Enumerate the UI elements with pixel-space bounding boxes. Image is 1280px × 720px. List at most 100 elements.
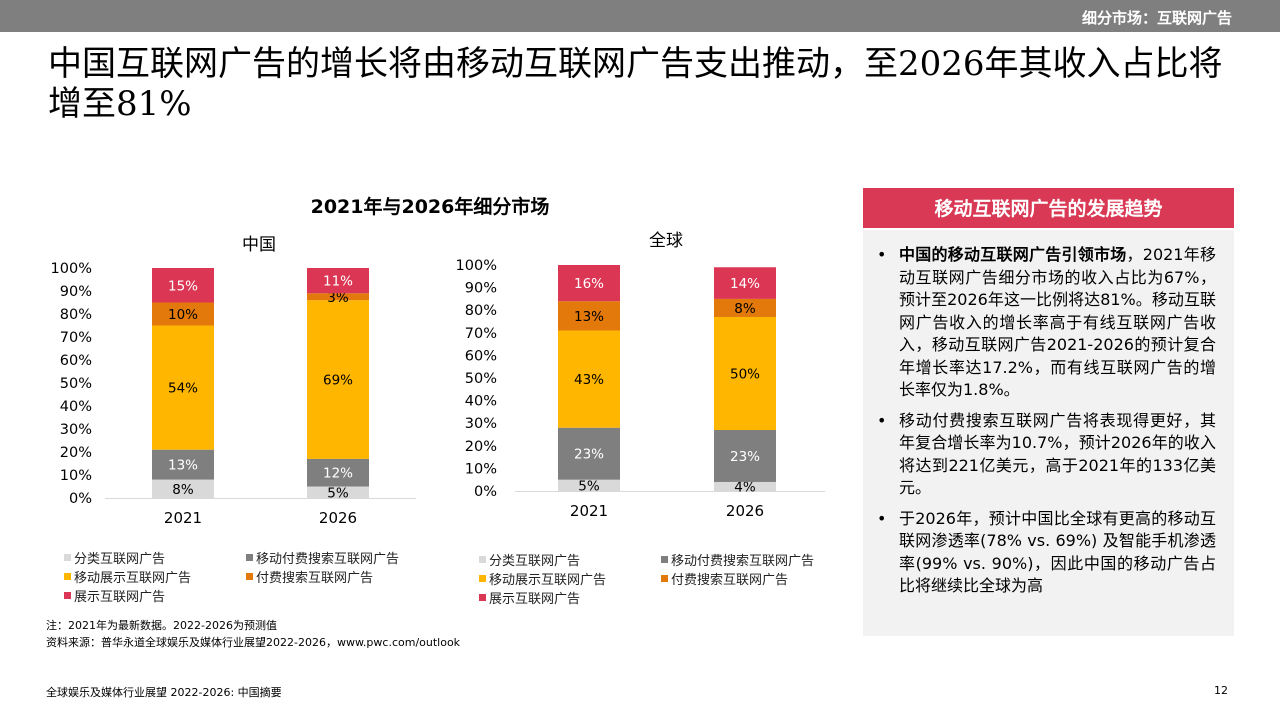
china-bar-segment bbox=[307, 293, 369, 301]
china-y-tick-label: 20% bbox=[60, 445, 92, 461]
global-x-tick-label: 2026 bbox=[726, 502, 764, 520]
global-data-label: 4% bbox=[734, 479, 756, 495]
china-y-tick-label: 40% bbox=[60, 399, 92, 415]
global-y-tick-label: 80% bbox=[465, 303, 497, 319]
global-y-tick-label: 0% bbox=[474, 484, 497, 500]
global-data-label: 43% bbox=[574, 372, 604, 388]
global-bar-segment bbox=[558, 265, 620, 302]
china-y-tick-label: 70% bbox=[60, 330, 92, 346]
global-y-tick-label: 10% bbox=[465, 461, 497, 477]
legend-label: 分类互联网广告 bbox=[489, 554, 581, 569]
legend-item: 付费搜索互联网广告 bbox=[661, 569, 788, 588]
legend-swatch bbox=[479, 556, 486, 563]
global-data-label: 23% bbox=[730, 449, 760, 465]
bullet-emphasis: 中国的移动互联网广告引领市场 bbox=[899, 245, 1127, 264]
china-y-tick-label: 90% bbox=[60, 284, 92, 300]
legend-swatch bbox=[661, 575, 668, 582]
global-y-tick-label: 90% bbox=[465, 281, 497, 297]
global-y-tick-label: 60% bbox=[465, 348, 497, 364]
legend-label: 展示互联网广告 bbox=[489, 592, 581, 607]
trend-bullet: • 于2026年，预计中国比全球有更高的移动互联网渗透率(78% vs. 69%)… bbox=[875, 508, 1216, 598]
china-data-label: 5% bbox=[327, 485, 349, 501]
china-y-tick-label: 0% bbox=[69, 491, 92, 507]
legend-item: 移动付费搜索互联网广告 bbox=[661, 550, 814, 569]
legend-item: 分类互联网广告 bbox=[479, 550, 580, 569]
source-text: 资料来源：普华永道全球娱乐及媒体行业展望2022-2026，www.pwc.co… bbox=[46, 636, 461, 649]
legend-swatch bbox=[64, 592, 71, 599]
legend-label: 付费搜索互联网广告 bbox=[256, 571, 374, 586]
legend-label: 移动付费搜索互联网广告 bbox=[256, 552, 400, 567]
trend-bullet: • 中国的移动互联网广告引领市场，2021年移动互联网广告细分市场的收入占比为67… bbox=[875, 244, 1216, 402]
legend-swatch bbox=[661, 556, 668, 563]
china-bar-segment bbox=[152, 302, 214, 326]
legend-item: 付费搜索互联网广告 bbox=[246, 567, 373, 586]
china-data-label: 11% bbox=[323, 274, 353, 290]
global-bar-segment bbox=[558, 427, 620, 480]
china-bar-segment bbox=[152, 268, 214, 303]
china-chart-title: 中国 bbox=[242, 235, 276, 255]
global-bar-segment bbox=[714, 481, 776, 491]
china-data-label: 15% bbox=[168, 278, 198, 294]
china-x-tick-label: 2026 bbox=[319, 509, 357, 527]
bullet-dot: • bbox=[877, 508, 887, 528]
global-data-label: 5% bbox=[578, 478, 600, 494]
legend-item: 移动展示互联网广告 bbox=[64, 567, 191, 586]
global-y-tick-label: 50% bbox=[465, 371, 497, 387]
china-y-tick-label: 50% bbox=[60, 376, 92, 392]
global-bar-segment bbox=[714, 267, 776, 299]
global-chart-title: 全球 bbox=[649, 231, 683, 251]
china-data-label: 8% bbox=[172, 482, 194, 498]
china-y-tick-label: 60% bbox=[60, 353, 92, 369]
global-bar-segment bbox=[558, 330, 620, 428]
stacked-bar-charts: 中国 0% 10% 20% 30% 40% 50% 60% 70% 80% 90% 100% 8% 13%… bbox=[51, 231, 825, 527]
global-bar-segment bbox=[714, 298, 776, 317]
bullet-text: 移动付费搜索互联网广告将表现得更好，其年复合增长率为10.7%，预计2026年的… bbox=[899, 410, 1216, 498]
global-y-tick-label: 30% bbox=[465, 416, 497, 432]
legend-item: 展示互联网广告 bbox=[479, 588, 580, 607]
global-data-label: 50% bbox=[730, 366, 760, 382]
legend-swatch bbox=[479, 594, 486, 601]
page-number: 12 bbox=[1214, 684, 1228, 697]
top-bar: 细分市场：互联网广告 bbox=[0, 0, 1280, 32]
bullet-list: • 中国的移动互联网广告引领市场，2021年移动互联网广告细分市场的收入占比为67… bbox=[875, 244, 1216, 598]
china-bar-segment bbox=[307, 458, 369, 487]
legend-item: 移动付费搜索互联网广告 bbox=[246, 548, 399, 567]
footer-title: 全球娱乐及媒体行业展望 2022-2026: 中国摘要 bbox=[46, 686, 282, 699]
china-y-tick-label: 30% bbox=[60, 422, 92, 438]
trend-bullet: • 移动付费搜索互联网广告将表现得更好，其年复合增长率为10.7%，预计2026年… bbox=[875, 410, 1216, 500]
china-bar-segment bbox=[307, 268, 369, 294]
legend-label: 分类互联网广告 bbox=[74, 552, 166, 567]
china-data-label: 12% bbox=[323, 466, 353, 482]
china-y-tick-label: 100% bbox=[51, 261, 92, 277]
global-y-tick-label: 20% bbox=[465, 439, 497, 455]
legend-item: 移动展示互联网广告 bbox=[479, 569, 606, 588]
china-bar-segment bbox=[152, 449, 214, 480]
china-data-label: 3% bbox=[327, 290, 349, 306]
legend-label: 移动展示互联网广告 bbox=[74, 571, 192, 586]
bullet-text: 于2026年，预计中国比全球有更高的移动互联网渗透率(78% vs. 69%) … bbox=[899, 508, 1216, 596]
chart-title: 2021年与2026年细分市场 bbox=[310, 196, 550, 218]
legend-label: 移动展示互联网广告 bbox=[489, 573, 607, 588]
china-bar-segment bbox=[152, 325, 214, 450]
global-y-tick-label: 70% bbox=[465, 326, 497, 342]
bullet-text: ，2021年移动互联网广告细分市场的收入占比为67%，预计至2026年这一比例将… bbox=[899, 245, 1216, 399]
legend-swatch bbox=[479, 575, 486, 582]
global-bar-segment bbox=[714, 316, 776, 430]
china-y-tick-label: 10% bbox=[60, 468, 92, 484]
global-data-label: 14% bbox=[730, 276, 760, 292]
bullet-dot: • bbox=[877, 245, 887, 264]
china-bar-segment bbox=[152, 479, 214, 498]
legend-china: 分类互联网广告 移动付费搜索互联网广告移动展示互联网广告 付费搜索互联网广告展示互联… bbox=[64, 540, 444, 605]
china-data-label: 10% bbox=[168, 307, 198, 323]
legend-item: 展示互联网广告 bbox=[64, 586, 165, 605]
legend-swatch bbox=[246, 554, 253, 561]
legend-item: 分类互联网广告 bbox=[64, 548, 165, 567]
global-bar-segment bbox=[558, 479, 620, 491]
china-bar-segment bbox=[307, 486, 369, 498]
section-label: 细分市场：互联网广告 bbox=[1081, 9, 1232, 27]
china-data-label: 13% bbox=[168, 458, 198, 474]
legend-global: 分类互联网广告 移动付费搜索互联网广告移动展示互联网广告 付费搜索互联网广告展示互联… bbox=[479, 542, 859, 607]
china-data-label: 69% bbox=[323, 373, 353, 389]
global-y-tick-label: 40% bbox=[465, 394, 497, 410]
note-text: 注：2021年为最新数据。2022-2026为预测值 bbox=[46, 619, 277, 632]
